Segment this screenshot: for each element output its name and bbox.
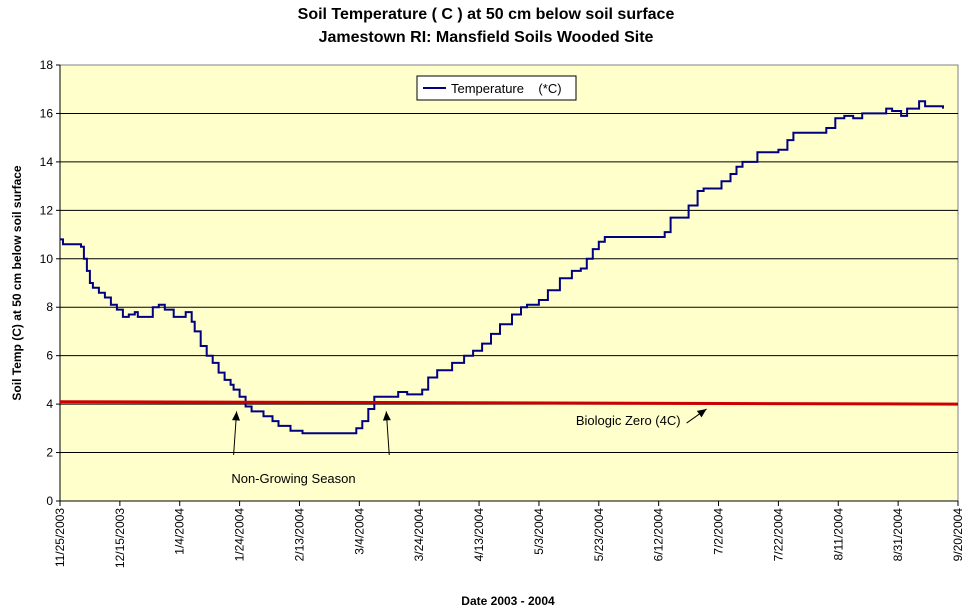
y-tick-label: 18 [40,58,54,72]
y-tick-label: 16 [40,106,54,120]
x-tick-label: 5/23/2004 [592,508,606,562]
x-tick-label: 2/13/2004 [292,508,306,562]
y-tick-label: 0 [46,494,53,508]
x-tick-label: 6/12/2004 [652,508,666,562]
annotation-arrow-non-growing-2 [382,411,391,456]
plot-area [59,64,959,502]
x-tick-label: 8/11/2004 [831,508,845,561]
y-axis-ticks: 0 2 4 6 8 10 12 14 16 18 [40,58,61,508]
chart-title: Soil Temperature ( C ) at 50 cm below so… [298,6,675,23]
legend-entry-temperature: Temperature (*C) [451,81,562,96]
x-tick-label: 12/15/2003 [113,508,127,568]
annotation-biologic-zero: Biologic Zero (4C) [576,413,681,428]
y-tick-label: 12 [40,203,54,217]
x-tick-label: 11/25/2003 [53,508,67,567]
x-tick-label: 9/20/2004 [951,508,965,562]
y-tick-label: 8 [46,300,53,314]
chart-subtitle: Jamestown RI: Mansfield Soils Wooded Sit… [319,29,654,46]
x-tick-label: 7/22/2004 [771,508,785,562]
y-tick-label: 4 [46,397,53,411]
y-tick-label: 14 [40,155,54,169]
x-tick-label: 7/2/2004 [712,508,726,555]
x-tick-label: 1/4/2004 [173,508,187,555]
y-tick-label: 10 [40,252,54,266]
series-layer [59,100,959,435]
y-tick-label: 6 [46,349,53,363]
annotations: Biologic Zero (4C) Non-Growing Season [231,408,707,486]
annotation-arrow-biologic-zero [686,408,707,424]
x-tick-label: 4/13/2004 [472,508,486,562]
series-line-biologic-zero [59,400,959,406]
series-line-temperature [60,100,944,435]
annotation-non-growing-season: Non-Growing Season [231,471,355,486]
x-axis-ticks: 11/25/2003 12/15/2003 1/4/2004 1/24/2004 2/1… [53,500,965,568]
legend: Temperature (*C) [416,75,577,101]
x-tick-label: 5/3/2004 [532,508,546,555]
x-tick-label: 3/4/2004 [352,508,366,555]
annotation-arrow-non-growing-1 [231,411,240,456]
y-axis-title: Soil Temp (C) at 50 cm below soil surfac… [10,165,24,400]
x-tick-label: 8/31/2004 [891,508,905,562]
x-tick-label: 1/24/2004 [233,508,247,562]
x-tick-label: 3/24/2004 [412,508,426,562]
x-axis-title: Date 2003 - 2004 [461,594,555,608]
y-tick-label: 2 [46,446,53,460]
